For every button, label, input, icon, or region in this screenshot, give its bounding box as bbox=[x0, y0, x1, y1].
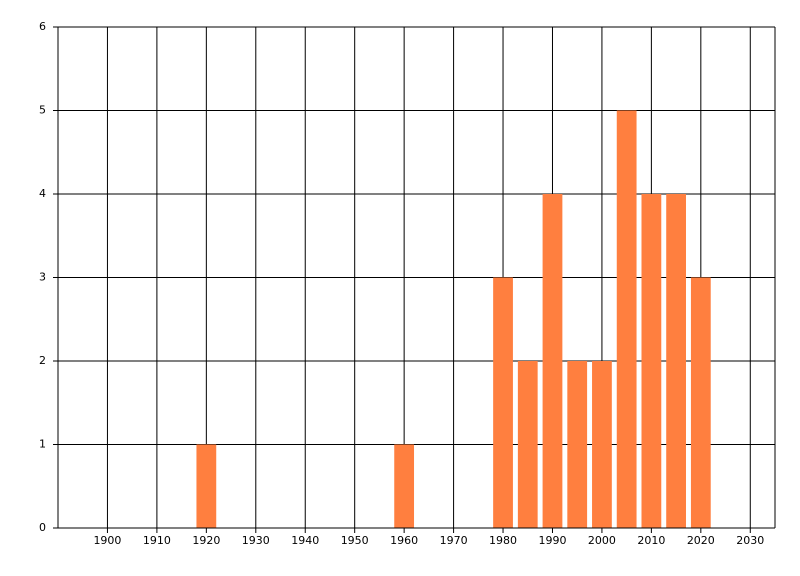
x-tick-label: 1940 bbox=[291, 534, 319, 547]
bar bbox=[666, 194, 686, 528]
bar bbox=[567, 361, 588, 528]
x-tick-label: 1990 bbox=[538, 534, 566, 547]
bar bbox=[394, 444, 415, 528]
y-tick-label: 3 bbox=[39, 271, 46, 284]
bar bbox=[542, 194, 563, 528]
y-tick-label: 0 bbox=[39, 521, 46, 534]
x-tick-label: 1980 bbox=[489, 534, 517, 547]
bar bbox=[641, 194, 662, 528]
bar bbox=[517, 361, 538, 528]
x-tick-label: 2000 bbox=[588, 534, 616, 547]
x-tick-label: 1950 bbox=[341, 534, 369, 547]
x-tick-label: 1930 bbox=[242, 534, 270, 547]
bar bbox=[493, 277, 513, 528]
x-tick-label: 1900 bbox=[93, 534, 121, 547]
y-tick-label: 5 bbox=[39, 104, 46, 117]
x-tick-label: 2010 bbox=[637, 534, 665, 547]
x-tick-label: 2030 bbox=[736, 534, 764, 547]
x-tick-label: 1970 bbox=[440, 534, 468, 547]
y-tick-label: 1 bbox=[39, 438, 46, 451]
x-tick-label: 1910 bbox=[143, 534, 171, 547]
x-tick-label: 1920 bbox=[192, 534, 220, 547]
y-tick-label: 2 bbox=[39, 354, 46, 367]
bar bbox=[592, 361, 612, 528]
y-tick-label: 4 bbox=[39, 187, 46, 200]
bar bbox=[196, 444, 217, 528]
bar bbox=[616, 110, 637, 528]
y-tick-label: 6 bbox=[39, 20, 46, 33]
x-tick-label: 2020 bbox=[687, 534, 715, 547]
bar bbox=[690, 277, 711, 528]
x-tick-label: 1960 bbox=[390, 534, 418, 547]
